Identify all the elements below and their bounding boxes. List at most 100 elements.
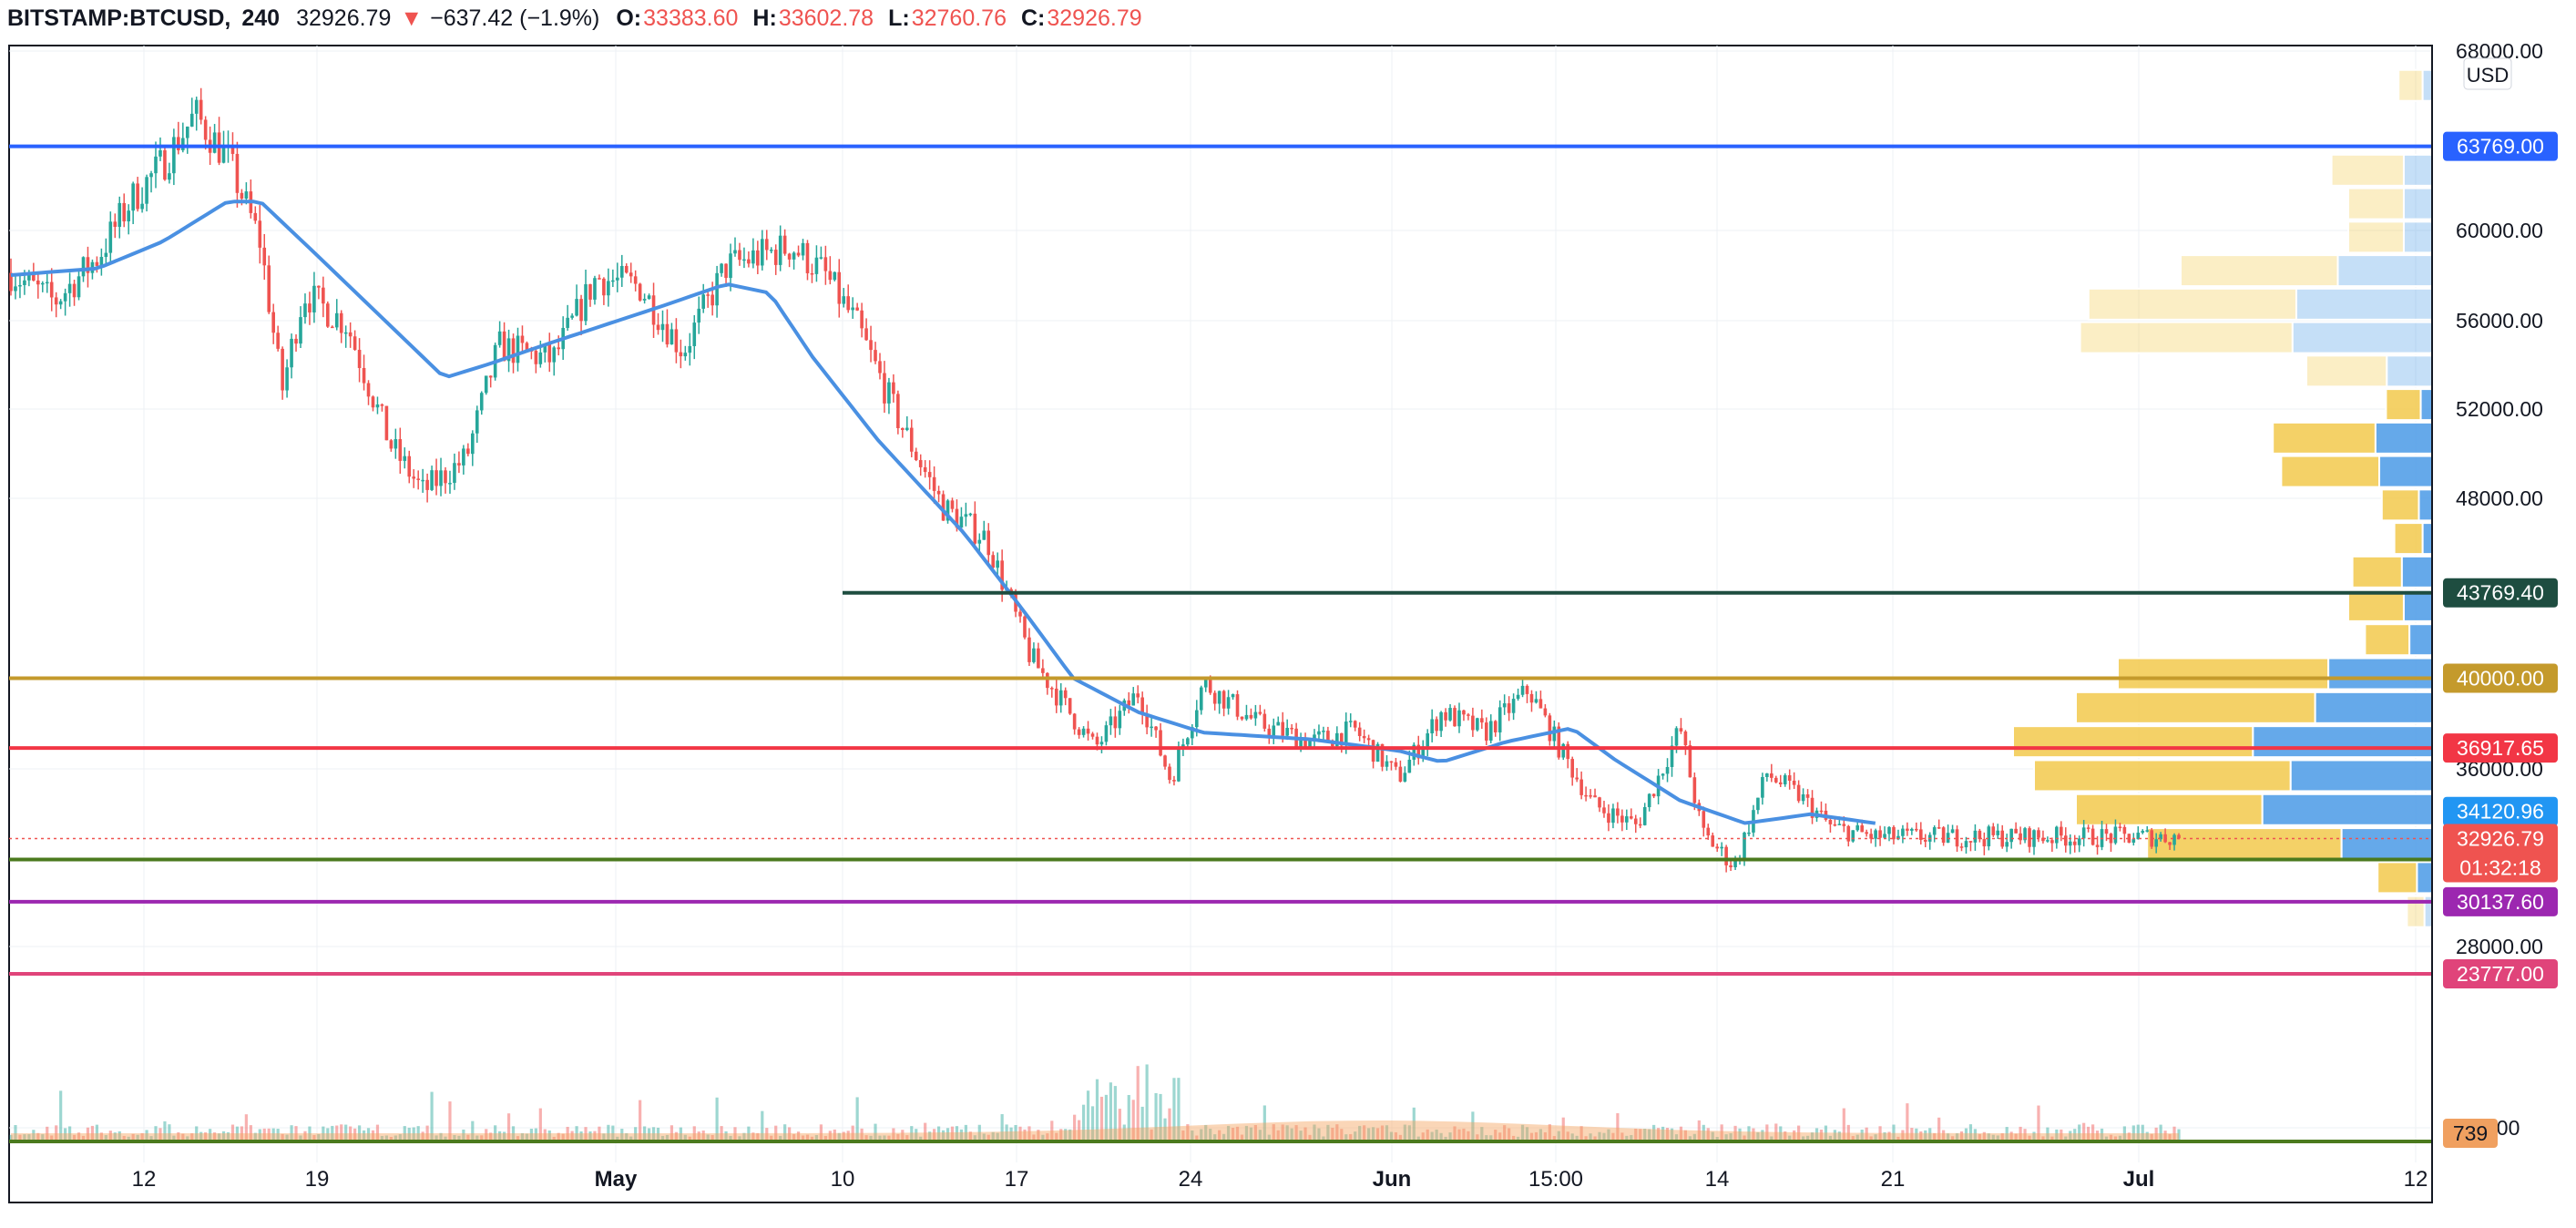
- candle-body: [1511, 699, 1516, 713]
- price-line-label-text: 23777.00: [2457, 962, 2544, 986]
- volume-bar: [1453, 1126, 1457, 1142]
- candle-body: [1561, 743, 1566, 758]
- volume-bar: [1784, 1131, 1787, 1142]
- candle-body: [1159, 730, 1162, 756]
- candle-body: [290, 338, 293, 368]
- candle-body: [1113, 716, 1118, 729]
- volume-bar: [1281, 1124, 1284, 1142]
- candle-body: [1412, 744, 1416, 760]
- price-line-label[interactable]: [2443, 663, 2558, 693]
- candle-body: [1761, 776, 1764, 798]
- volume-bar: [1448, 1132, 1452, 1142]
- candle-body: [1937, 827, 1941, 829]
- candle-body: [1150, 726, 1153, 729]
- volume-bar: [1548, 1124, 1551, 1142]
- volume-bar: [1191, 1130, 1194, 1142]
- candle-body: [543, 343, 547, 353]
- volume-profile-row-down: [2402, 220, 2433, 254]
- volume-bar: [462, 1129, 465, 1142]
- price-line-label[interactable]: [2443, 886, 2558, 916]
- volume-bar: [1964, 1128, 1968, 1142]
- candle-body: [1525, 685, 1529, 694]
- candle-body: [833, 271, 837, 281]
- volume-bar: [1244, 1125, 1249, 1142]
- volume-bar: [1457, 1129, 1461, 1142]
- candle-body: [230, 145, 235, 154]
- volume-profile-row-up: [2075, 793, 2264, 826]
- volume-bar: [860, 1128, 864, 1142]
- symbol-label[interactable]: BITSTAMP:BTCUSD,: [7, 5, 231, 31]
- volume-bar: [1959, 1131, 1964, 1142]
- currency-badge[interactable]: [2463, 57, 2512, 90]
- candle-body: [1959, 846, 1964, 848]
- candle-body: [2177, 834, 2181, 839]
- volume-bar: [204, 1132, 208, 1142]
- volume-bar: [244, 1114, 248, 1142]
- candle-body: [67, 283, 72, 293]
- timeframe-label[interactable]: 240: [241, 5, 281, 31]
- volume-bar: [701, 1131, 705, 1142]
- volume-profile-row-up: [2347, 588, 2405, 622]
- volume-bar: [1670, 1128, 1674, 1142]
- volume-bar: [1122, 1124, 1126, 1142]
- candle-body: [905, 427, 909, 430]
- volume-bar: [1131, 1100, 1135, 1142]
- volume-bar: [1525, 1127, 1529, 1142]
- volume-bar: [1209, 1129, 1212, 1142]
- candle-body: [1923, 839, 1927, 842]
- volume-bar: [1692, 1133, 1696, 1142]
- candle-body: [525, 343, 529, 351]
- volume-bar: [276, 1129, 280, 1142]
- price-line-label[interactable]: [2443, 131, 2558, 161]
- price-line-label[interactable]: [2443, 733, 2558, 763]
- volume-profile-row-down: [2336, 254, 2433, 288]
- candle-body: [761, 239, 764, 266]
- volume-bar: [1901, 1130, 1905, 1142]
- price-line-label[interactable]: [2443, 796, 2558, 826]
- volume-bar: [1104, 1094, 1109, 1142]
- candle-body: [1787, 775, 1792, 781]
- volume-bar: [1575, 1135, 1579, 1142]
- volume-profile-row-down: [2314, 691, 2433, 724]
- candle-body: [1651, 793, 1656, 797]
- volume-profile-row-down: [2418, 488, 2434, 522]
- grid: [9, 46, 2432, 1162]
- volume-label[interactable]: [2443, 1119, 2498, 1148]
- candle-body: [54, 297, 58, 305]
- current-price-label[interactable]: [2443, 824, 2558, 883]
- candle-body: [1796, 784, 1801, 802]
- volume-bar: [262, 1128, 266, 1142]
- volume-bar: [403, 1126, 406, 1142]
- candle-body: [756, 250, 760, 266]
- price-line-label[interactable]: [2443, 959, 2558, 989]
- volume-bar: [1805, 1135, 1810, 1142]
- volume-bar: [485, 1129, 488, 1142]
- candle-body: [887, 382, 891, 404]
- volume-bar: [1023, 1129, 1027, 1142]
- volume-bar: [1743, 1135, 1746, 1142]
- candle-body: [2009, 828, 2013, 843]
- candle-body: [471, 433, 475, 455]
- candle-body: [1037, 648, 1040, 669]
- volume-bar: [1589, 1133, 1592, 1142]
- volume-bar: [412, 1127, 415, 1142]
- time-scale[interactable]: 12 19 May 10 17 24 Jun 15:00 14 21 Jul 12: [132, 1167, 2428, 1192]
- price-line-label-text: 36917.65: [2457, 736, 2544, 760]
- volume-bar: [1793, 1130, 1796, 1142]
- candle-body: [240, 192, 244, 200]
- volume-bar: [1602, 1132, 1606, 1142]
- price-line-label[interactable]: [2443, 578, 2558, 608]
- candle-body: [1878, 830, 1882, 838]
- candle-body: [1860, 825, 1864, 833]
- horizontal-price-lines[interactable]: [9, 144, 2432, 1143]
- candle-body: [1661, 773, 1665, 776]
- candle-body: [389, 440, 394, 449]
- candle-body: [104, 252, 108, 258]
- candle-body: [566, 317, 569, 328]
- candle-body: [1805, 793, 1810, 798]
- candle-body: [32, 273, 36, 281]
- candle-body: [1249, 714, 1253, 719]
- volume-bar: [639, 1100, 642, 1142]
- volume-bar: [480, 1135, 484, 1142]
